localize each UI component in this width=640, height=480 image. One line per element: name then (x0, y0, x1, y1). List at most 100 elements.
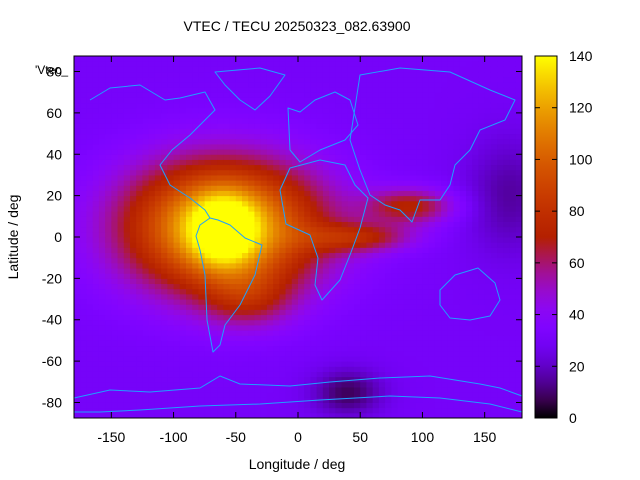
heatmap-cell (503, 81, 511, 88)
heatmap-cell (354, 154, 361, 160)
heatmap-cell (422, 386, 430, 393)
heatmap-cell (497, 309, 504, 316)
heatmap-cell (453, 154, 461, 160)
heatmap-cell (509, 216, 517, 222)
heatmap-cell (459, 386, 467, 393)
heatmap-cell (391, 149, 399, 155)
heatmap-cell (478, 273, 486, 279)
heatmap-cell (105, 216, 112, 222)
heatmap-cell (322, 355, 330, 362)
heatmap-cell (372, 174, 380, 181)
heatmap-cell (229, 319, 237, 326)
heatmap-cell (441, 319, 448, 326)
heatmap-cell (410, 361, 417, 367)
heatmap-cell (410, 200, 417, 207)
heatmap-cell (447, 211, 455, 217)
heatmap-cell (223, 123, 231, 129)
heatmap-cell (161, 407, 168, 414)
heatmap-cell (210, 247, 218, 254)
heatmap-cell (428, 231, 436, 238)
heatmap-cell (447, 309, 455, 316)
heatmap-cell (154, 237, 162, 243)
heatmap-cell (291, 366, 299, 372)
heatmap-cell (416, 226, 423, 233)
heatmap-cell (484, 288, 492, 295)
heatmap-cell (422, 92, 430, 98)
heatmap-cell (142, 366, 150, 372)
heatmap-cell (316, 92, 324, 98)
heatmap-cell (291, 180, 299, 186)
heatmap-cell (98, 107, 106, 114)
heatmap-cell (179, 257, 187, 264)
heatmap-cell (117, 185, 125, 191)
heatmap-cell (372, 361, 380, 367)
heatmap-cell (372, 118, 380, 124)
heatmap-cell (173, 164, 181, 171)
heatmap-cell (254, 231, 262, 238)
heatmap-cell (192, 242, 199, 248)
heatmap-cell (385, 195, 392, 202)
heatmap-cell (428, 330, 436, 336)
heatmap-cell (154, 56, 162, 62)
heatmap-cell (223, 268, 231, 274)
heatmap-cell (210, 180, 218, 186)
heatmap-cell (173, 376, 181, 383)
heatmap-cell (316, 97, 324, 104)
heatmap-cell (130, 87, 137, 93)
heatmap-cell (105, 402, 112, 409)
heatmap-cell (459, 190, 467, 197)
heatmap-cell (497, 133, 504, 140)
heatmap-cell (235, 71, 243, 78)
heatmap-cell (322, 205, 330, 212)
heatmap-cell (210, 283, 218, 290)
heatmap-cell (316, 112, 324, 119)
heatmap-cell (117, 247, 125, 254)
heatmap-cell (397, 143, 405, 150)
heatmap-cell (242, 376, 249, 383)
heatmap-cell (422, 392, 430, 398)
heatmap-cell (167, 273, 175, 279)
heatmap-cell (466, 216, 473, 222)
heatmap-cell (242, 314, 249, 321)
heatmap-cell (497, 226, 504, 233)
heatmap-cell (397, 211, 405, 217)
heatmap-cell (403, 366, 411, 372)
heatmap-cell (416, 190, 423, 197)
heatmap-cell (105, 376, 112, 383)
heatmap-cell (490, 226, 498, 233)
heatmap-cell (453, 174, 461, 181)
heatmap-cell (354, 257, 361, 264)
heatmap-cell (260, 102, 268, 109)
heatmap-cell (105, 76, 112, 83)
heatmap-cell (186, 211, 193, 217)
heatmap-cell (428, 195, 436, 202)
heatmap-cell (385, 112, 392, 119)
heatmap-cell (260, 169, 268, 176)
heatmap-cell (316, 242, 324, 248)
heatmap-cell (242, 221, 249, 228)
heatmap-cell (509, 61, 517, 67)
heatmap-cell (304, 283, 311, 290)
heatmap-cell (329, 340, 336, 347)
heatmap-cell (279, 97, 287, 104)
heatmap-cell (74, 288, 81, 295)
heatmap-cell (80, 169, 87, 176)
heatmap-cell (273, 237, 280, 243)
heatmap-cell (341, 371, 349, 378)
heatmap-cell (161, 133, 168, 140)
heatmap-cell (117, 216, 125, 222)
heatmap-cell (385, 164, 392, 171)
heatmap-cell (186, 180, 193, 186)
heatmap-cell (235, 288, 243, 295)
heatmap-cell (98, 371, 106, 378)
heatmap-cell (298, 56, 305, 62)
heatmap-cell (341, 392, 349, 398)
heatmap-cell (366, 81, 374, 88)
heatmap-cell (441, 92, 448, 98)
heatmap-cell (130, 164, 137, 171)
heatmap-cell (98, 252, 106, 259)
heatmap-cell (117, 164, 125, 171)
heatmap-cell (123, 149, 131, 155)
heatmap-cell (453, 128, 461, 135)
heatmap-cell (397, 185, 405, 191)
